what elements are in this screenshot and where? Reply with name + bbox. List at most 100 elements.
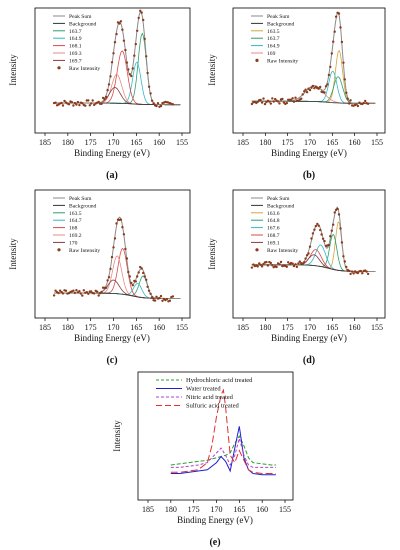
raw-point [119,218,123,221]
raw-point [122,39,126,42]
raw-point [153,299,157,302]
raw-point [319,85,322,89]
fit-peak-163-7 [251,76,376,104]
raw-point [329,65,332,69]
x-tick-label: 160 [153,138,165,147]
x-axis-label: Binding Energy (eV) [74,333,150,343]
raw-point [143,275,146,278]
raw-point [319,228,322,232]
raw-point [307,252,310,255]
panel-d: 185 180 175 170 165 160 155 Peak SumBackground… [207,189,386,366]
raw-point [104,95,108,99]
raw-point [289,98,293,102]
raw-point [57,291,60,295]
x-tick-label: 185 [237,138,249,147]
raw-point [304,88,307,91]
raw-point [113,237,117,240]
legend-label: Raw Intensity [267,248,298,254]
panel-label: (b) [303,170,315,181]
raw-point [276,100,280,103]
raw-point [342,61,345,64]
raw-point [124,48,127,52]
raw-point [265,260,268,264]
raw-point [298,260,301,263]
raw-point [161,299,164,302]
raw-point [145,55,148,58]
raw-point [345,265,348,269]
legend-label: 167.6 [267,226,280,232]
raw-point [266,264,270,267]
x-axis-label: Binding Energy (eV) [271,333,347,343]
raw-point [304,257,307,260]
raw-point [350,270,354,273]
x-tick-label: 165 [326,323,338,332]
raw-point [340,241,344,244]
legend-label: Peak Sum [69,14,92,20]
raw-point [337,12,341,15]
raw-point [285,101,288,105]
legend-label: Sulfuric acid treated [186,403,239,410]
raw-point [348,102,351,105]
legend-label: 168.1 [69,44,82,50]
panel-label: (a) [106,170,118,181]
raw-point [292,264,296,268]
raw-point [165,297,169,301]
raw-point [336,207,339,211]
raw-point [146,285,149,288]
raw-point [329,235,332,238]
raw-point [262,97,265,100]
raw-point [364,99,367,103]
legend-label: Hydrochloric acid treated [186,377,253,384]
legend-label: 163.6 [267,211,280,217]
raw-point [278,263,281,266]
raw-point [323,239,326,243]
raw-point [110,61,114,64]
raw-point [96,290,99,293]
legend-label: 169.7 [69,58,82,64]
panel-c: 185 180 175 170 165 160 155 Peak SumBackground… [8,189,191,366]
raw-point [115,32,118,36]
fit-peak-164-9 [251,70,376,104]
raw-point [356,271,360,275]
raw-point [149,92,152,95]
plot-frame [232,7,386,134]
raw-point [287,261,290,264]
series-lines [170,388,276,476]
x-tick-label: 175 [85,138,97,147]
raw-point [155,295,158,298]
raw-point [292,100,296,103]
raw-point [279,260,283,264]
x-tick-label: 170 [304,323,316,332]
series-line-4 [170,388,276,474]
raw-point [310,86,313,90]
x-ticks: 185 180 175 170 165 160 155 [142,500,291,514]
raw-point [348,269,351,273]
y-axis-label: Intensity [207,54,217,86]
x-axis-label: Binding Energy (eV) [271,148,347,158]
raw-point [349,272,352,276]
raw-point [104,286,108,289]
raw-point [110,255,114,259]
raw-point [260,101,264,104]
raw-point [78,103,81,107]
plot-frame [34,189,191,319]
panel-label: (e) [209,537,220,548]
raw-point [139,9,142,12]
raw-point [345,91,348,95]
x-tick-label: 155 [176,323,188,332]
raw-point [271,97,274,100]
raw-point [324,85,328,88]
raw-point [146,71,149,75]
raw-point [342,255,345,258]
legend-label: Peak Sum [69,196,92,202]
y-axis-label: Intensity [8,238,18,270]
legend-marker [255,248,259,252]
raw-point [112,52,115,55]
raw-point [131,284,134,287]
raw-point [60,101,63,105]
raw-point [97,100,100,104]
x-ticks: 185 180 175 170 165 160 155 [237,133,383,147]
series-line-1 [170,434,276,466]
raw-point [73,101,77,105]
